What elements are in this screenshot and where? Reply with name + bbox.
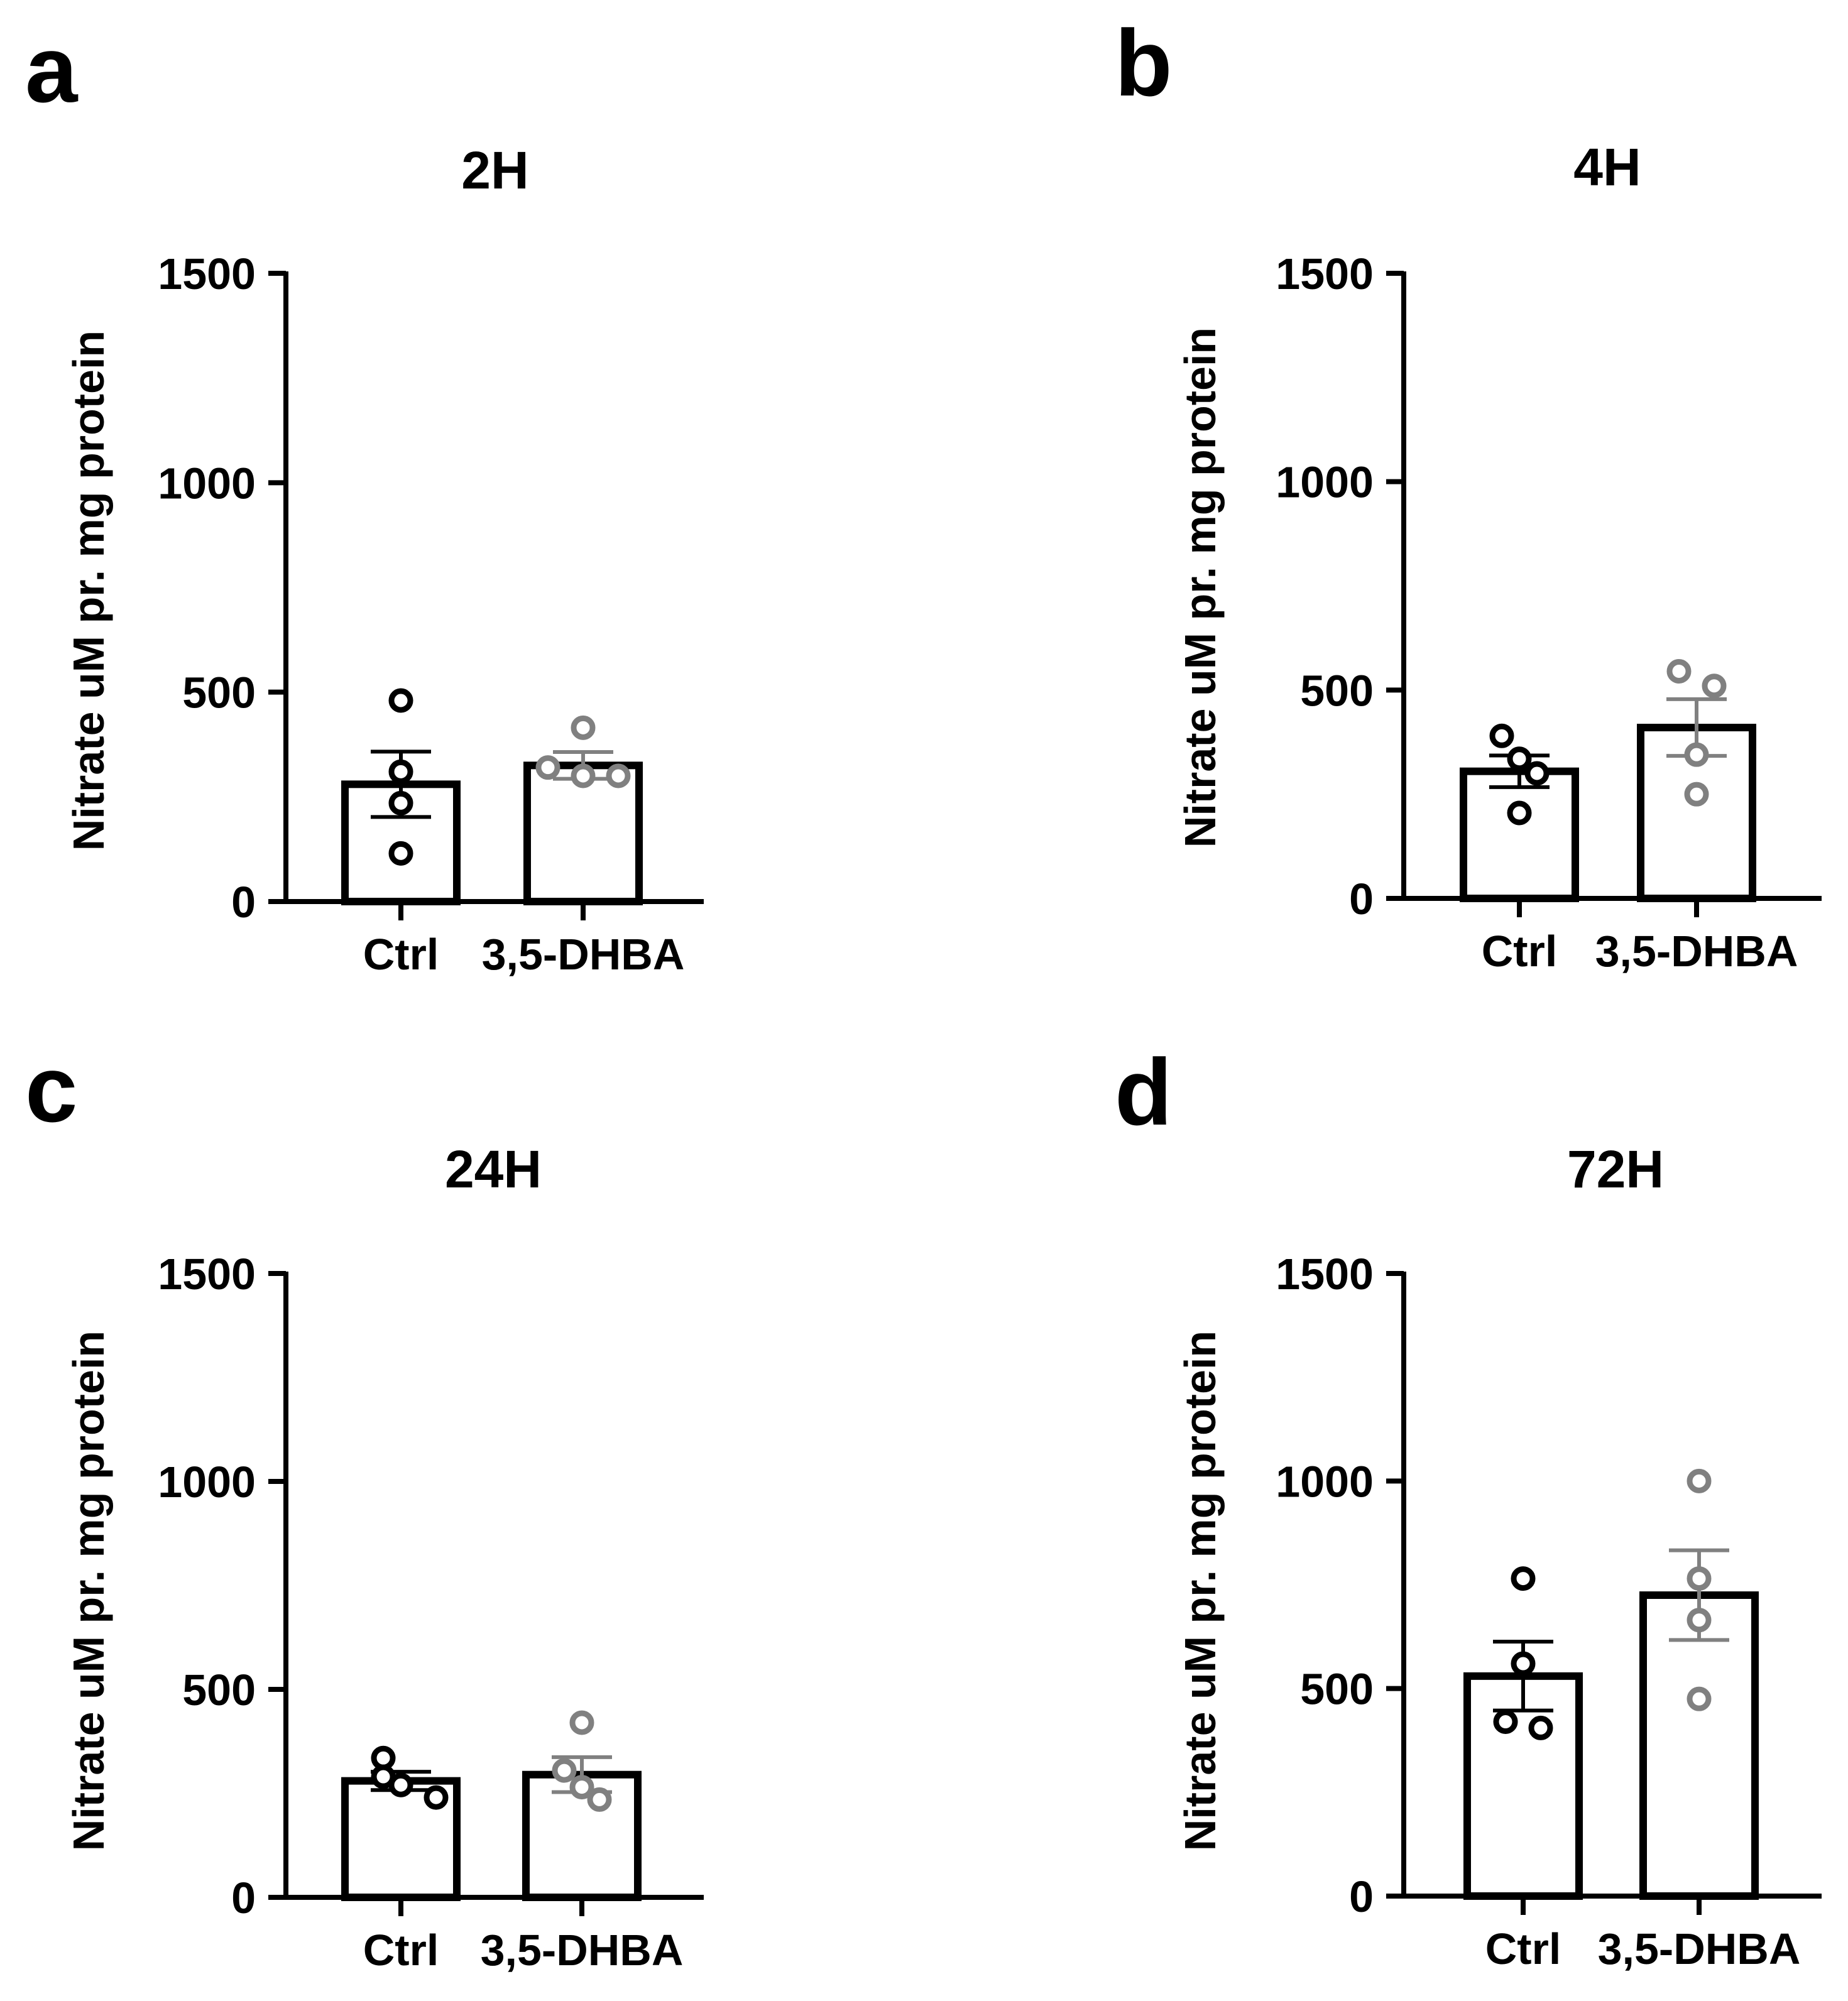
- data-point: [1489, 723, 1514, 748]
- x-tick-label: 3,5-DHBA: [1595, 927, 1798, 976]
- data-point: [1507, 800, 1532, 826]
- bar: [1460, 767, 1579, 903]
- data-point: [1684, 742, 1709, 767]
- data-point: [1666, 658, 1692, 684]
- data-point: [388, 841, 413, 866]
- y-tick-label: 500: [1300, 666, 1374, 715]
- y-tick-label: 1500: [1276, 249, 1374, 298]
- y-tick-label: 500: [182, 668, 256, 717]
- data-point: [1524, 761, 1550, 786]
- panel-b: b 4H Nitrate uM pr. mg protein 0 500 1000 1…: [1115, 10, 1822, 976]
- y-tick-label: 0: [1349, 875, 1374, 924]
- data-point: [552, 1758, 577, 1783]
- data-point: [1687, 1468, 1712, 1493]
- data-point: [571, 715, 596, 740]
- plot-area: 0 500 1000 1500 Ctrl 3,5-DHBA: [158, 1250, 704, 1975]
- panel-letter: c: [25, 1036, 77, 1142]
- data-point: [569, 1775, 594, 1800]
- panel-a: a 2H Nitrate uM pr. mg protein 0 500 1000 1…: [25, 16, 704, 979]
- x-tick-label: 3,5-DHBA: [481, 1926, 684, 1975]
- data-point: [1687, 1608, 1712, 1633]
- y-axis-label: Nitrate uM pr. mg protein: [1176, 327, 1225, 848]
- panel-letter: b: [1115, 10, 1173, 116]
- data-point: [1684, 782, 1709, 807]
- y-tick-label: 1000: [1276, 1457, 1374, 1506]
- data-point: [388, 790, 413, 815]
- data-point: [1493, 1709, 1518, 1735]
- x-tick-label: 3,5-DHBA: [482, 930, 685, 979]
- y-axis-label: Nitrate uM pr. mg protein: [1176, 1331, 1225, 1851]
- data-point: [569, 1710, 594, 1735]
- y-tick-label: 1000: [1276, 458, 1374, 507]
- y-axis-label: Nitrate uM pr. mg protein: [64, 1331, 113, 1851]
- data-point: [535, 755, 560, 780]
- y-tick-label: 1500: [158, 1250, 256, 1299]
- data-point: [1511, 1566, 1536, 1591]
- panel-c: c 24H Nitrate uM pr. mg protein 0 500 1000…: [25, 1036, 704, 1975]
- plot-area: 0 500 1000 1500 Ctrl 3,5-DHBA: [1276, 249, 1822, 976]
- y-tick-label: 1000: [158, 459, 256, 508]
- data-point: [606, 763, 631, 788]
- plot-area: 0 500 1000 1500 Ctrl 3,5-DHBA: [1276, 1250, 1822, 1973]
- y-axis-label: Nitrate uM pr. mg protein: [64, 330, 113, 851]
- panel-title: 2H: [461, 141, 528, 200]
- data-point: [1511, 1651, 1536, 1676]
- x-tick-label: 3,5-DHBA: [1598, 1924, 1801, 1973]
- x-tick-label: Ctrl: [1485, 1924, 1561, 1973]
- data-point: [1687, 1566, 1712, 1591]
- data-point: [571, 763, 596, 788]
- panel-title: 72H: [1567, 1140, 1664, 1199]
- x-tick-label: Ctrl: [1482, 927, 1558, 976]
- y-tick-label: 0: [231, 1873, 256, 1922]
- y-tick-label: 0: [231, 878, 256, 927]
- data-point: [388, 688, 413, 713]
- data-point: [388, 759, 413, 784]
- data-point: [587, 1787, 612, 1812]
- y-tick-label: 500: [1300, 1665, 1374, 1714]
- x-tick-label: Ctrl: [363, 1926, 439, 1975]
- panel-title: 24H: [445, 1140, 542, 1199]
- y-tick-label: 500: [182, 1666, 256, 1715]
- data-point: [1702, 673, 1727, 699]
- y-tick-label: 1500: [1276, 1250, 1374, 1299]
- data-point: [1507, 746, 1532, 772]
- y-tick-label: 1000: [158, 1458, 256, 1507]
- plot-area: 0 500 1000 1500 Ctrl 3,5-DHBA: [158, 249, 704, 979]
- x-tick-label: Ctrl: [363, 930, 439, 979]
- panel-letter: a: [25, 16, 79, 122]
- data-point: [1528, 1715, 1553, 1740]
- data-point: [424, 1785, 449, 1810]
- data-point: [1687, 1686, 1712, 1711]
- data-point: [388, 1772, 413, 1797]
- y-tick-label: 0: [1349, 1872, 1374, 1921]
- y-tick-label: 1500: [158, 249, 256, 298]
- panel-letter: d: [1115, 1039, 1173, 1145]
- panel-title: 4H: [1573, 138, 1641, 197]
- panel-d: d 72H Nitrate uM pr. mg protein 0 500 1000…: [1115, 1039, 1822, 1973]
